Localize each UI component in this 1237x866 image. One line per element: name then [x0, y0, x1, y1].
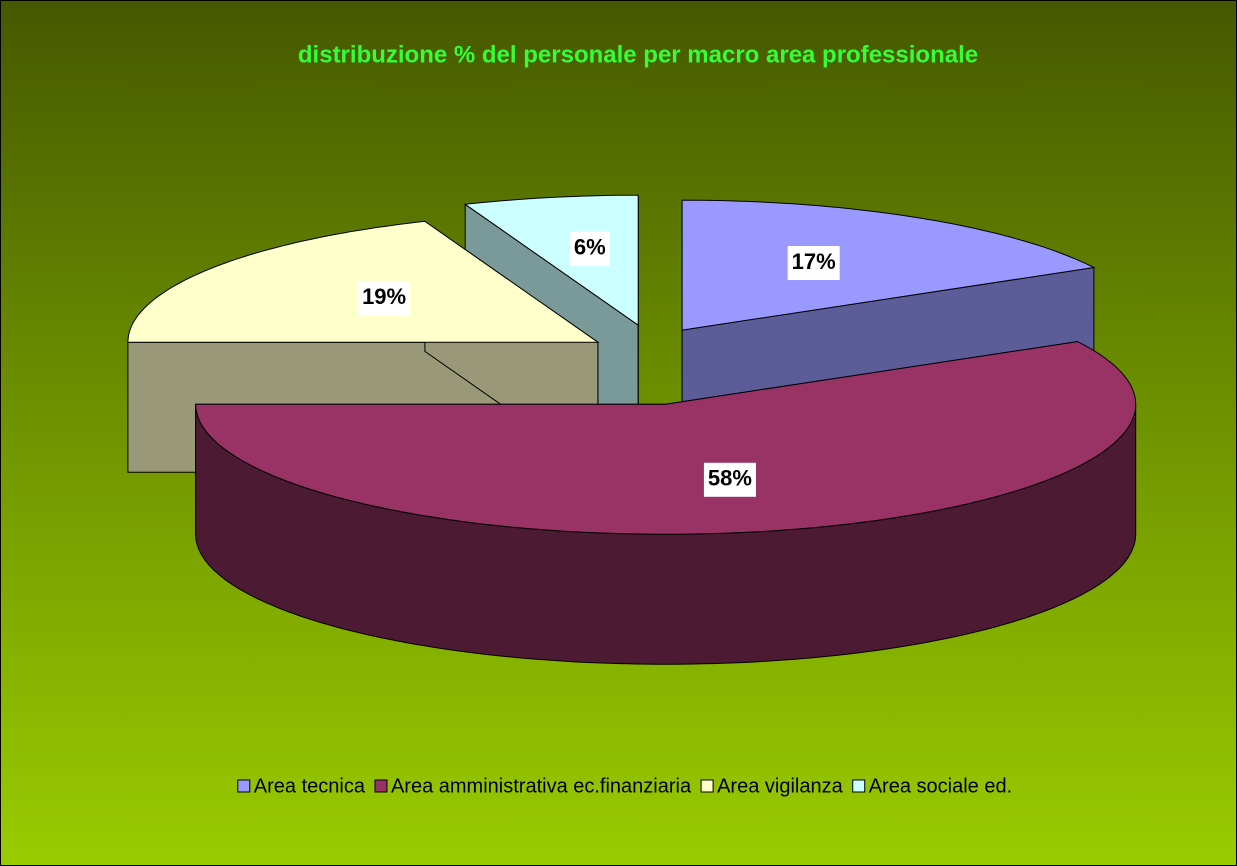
slice — [195, 341, 1137, 665]
legend-label: Area tecnica — [254, 775, 366, 797]
slice — [681, 199, 1096, 331]
legend-label: Area sociale ed. — [869, 775, 1012, 797]
data-label: 17% — [792, 249, 836, 274]
legend-label: Area amministrativa ec.finanziaria — [391, 775, 692, 797]
legend: Area tecnica Area amministrativa ec.finan… — [237, 775, 1012, 797]
slice — [463, 194, 639, 327]
legend-swatch — [374, 779, 388, 793]
data-label-background — [569, 231, 610, 266]
data-label: 6% — [574, 234, 606, 259]
slice — [195, 341, 1137, 535]
data-label: 58% — [708, 466, 752, 491]
legend-label: Area vigilanza — [717, 775, 844, 797]
legend-swatch — [852, 779, 866, 793]
data-label-background — [787, 246, 840, 281]
legend-swatch — [700, 779, 714, 793]
chart-title: distribuzione % del personale per macro … — [298, 41, 978, 68]
legend-swatch — [237, 779, 251, 793]
data-label-background — [703, 462, 756, 497]
data-label-background — [358, 281, 411, 316]
data-label: 19% — [362, 284, 406, 309]
